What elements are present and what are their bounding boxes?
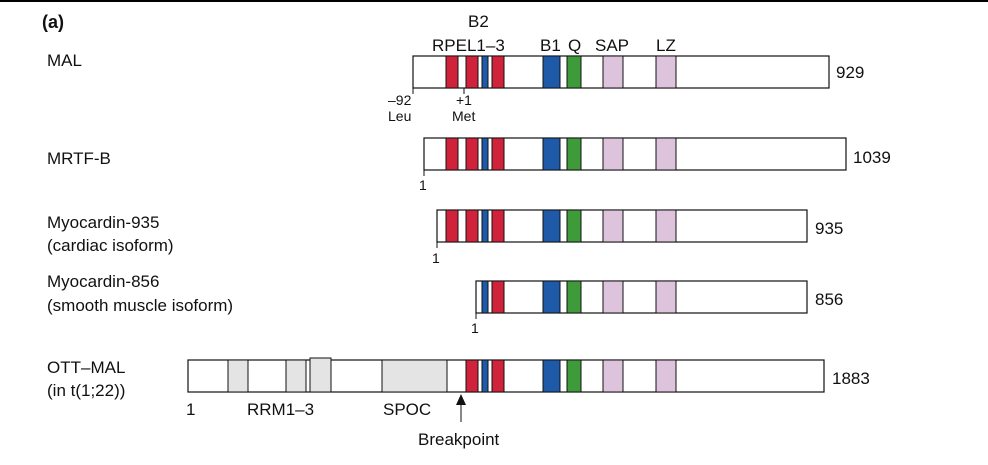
start-label: 1	[432, 250, 440, 266]
met-annotation-top: +1	[456, 92, 472, 108]
protein-name: MRTF-B	[47, 149, 111, 168]
rpel-domain	[465, 137, 479, 171]
protein-name: Myocardin-935	[47, 213, 159, 232]
protein-name: Myocardin-856	[47, 272, 159, 291]
protein-length: 929	[836, 63, 864, 82]
q-domain	[566, 55, 582, 89]
protein-length: 1883	[832, 369, 870, 388]
b1-domain	[542, 280, 561, 314]
rpel-domain	[465, 359, 479, 393]
start-annotation-bottom: Leu	[388, 108, 411, 124]
protein-name-subtitle: (in t(1;22))	[47, 381, 125, 400]
protein-name-subtitle: (cardiac isoform)	[47, 236, 174, 255]
rrm-domain	[309, 357, 332, 393]
header-b2: B2	[468, 12, 489, 31]
start-label: 1	[186, 400, 195, 419]
spoc-label: SPOC	[383, 400, 431, 419]
protein-length: 856	[815, 290, 843, 309]
breakpoint-arrow-head	[456, 394, 466, 405]
top-rule	[0, 0, 988, 2]
rpel-domain	[491, 209, 505, 243]
rpel-domain	[445, 55, 459, 89]
start-label: 1	[471, 320, 479, 336]
sap-domain	[602, 359, 624, 393]
header-b1: B1	[540, 36, 561, 55]
b1-domain	[542, 137, 561, 171]
rpel-domain	[491, 137, 505, 171]
sap-domain	[602, 280, 624, 314]
lz-domain	[655, 359, 677, 393]
protein-row-ott-mal: OTT–MAL (in t(1;22)) 1883 1 RRM1–3 SPOC …	[47, 357, 870, 449]
sap-domain	[602, 209, 624, 243]
protein-name: MAL	[47, 51, 82, 70]
b2-domain	[481, 280, 489, 314]
rrm-label: RRM1–3	[247, 400, 314, 419]
lz-domain	[655, 209, 677, 243]
protein-name-subtitle: (smooth muscle isoform)	[47, 296, 233, 315]
q-domain	[566, 137, 582, 171]
b1-domain	[542, 55, 561, 89]
b1-domain	[542, 209, 561, 243]
protein-length: 1039	[853, 148, 891, 167]
met-annotation-bottom: Met	[452, 108, 475, 124]
b2-domain	[481, 359, 489, 393]
start-annotation-top: –92	[388, 92, 412, 108]
sap-domain	[602, 55, 624, 89]
rpel-domain	[465, 209, 479, 243]
protein-row-mrtf-b: MRTF-B 1039 1	[47, 137, 891, 193]
lz-domain	[655, 137, 677, 171]
header-q: Q	[568, 36, 581, 55]
header-sap: SAP	[595, 36, 629, 55]
protein-name: OTT–MAL	[47, 358, 125, 377]
spoc-domain	[381, 359, 448, 393]
breakpoint-label: Breakpoint	[418, 430, 500, 449]
b1-domain	[542, 359, 561, 393]
lz-domain	[655, 280, 677, 314]
header-lz: LZ	[656, 36, 676, 55]
q-domain	[566, 280, 582, 314]
protein-bar	[187, 359, 825, 393]
protein-length: 935	[815, 219, 843, 238]
q-domain	[566, 209, 582, 243]
rpel-domain	[445, 209, 459, 243]
protein-row-myocardin-935: Myocardin-935 (cardiac isoform) 935 1	[47, 209, 843, 266]
b2-domain	[481, 55, 489, 89]
lz-domain	[655, 55, 677, 89]
start-label: 1	[419, 177, 427, 193]
rrm-domain	[227, 359, 249, 393]
sap-domain	[602, 137, 624, 171]
q-domain	[566, 359, 582, 393]
rpel-domain	[491, 359, 505, 393]
b2-domain	[481, 137, 489, 171]
rrm-domain	[285, 359, 307, 393]
rpel-domain	[491, 280, 505, 314]
protein-bar	[475, 280, 808, 314]
protein-row-mal: MAL 929 –92 Leu +1 Met	[47, 51, 864, 124]
b2-domain	[481, 209, 489, 243]
rpel-domain	[465, 55, 479, 89]
rpel-domain	[445, 137, 459, 171]
header-rpel: RPEL1–3	[432, 36, 505, 55]
panel-label: (a)	[42, 12, 64, 32]
rpel-domain	[491, 55, 505, 89]
protein-row-myocardin-856: Myocardin-856 (smooth muscle isoform) 85…	[47, 272, 843, 336]
